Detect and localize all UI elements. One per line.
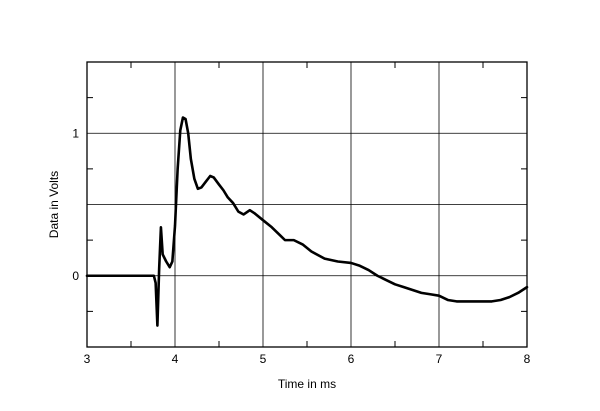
data-point	[204, 180, 207, 183]
data-point	[336, 260, 339, 263]
x-tick-label: 6	[348, 352, 355, 366]
data-point	[152, 274, 155, 277]
data-point	[209, 175, 212, 177]
data-point	[358, 264, 361, 267]
data-point	[171, 260, 174, 263]
data-point	[158, 267, 161, 270]
y-tick-labels: 01	[72, 126, 79, 283]
data-point	[270, 226, 273, 229]
data-point	[187, 132, 190, 135]
data-point	[161, 253, 164, 256]
x-tick-labels: 3 4 5 6 7 8	[84, 352, 531, 366]
y-tick-label: 1	[72, 126, 79, 140]
data-point	[420, 291, 423, 294]
data-point	[473, 300, 476, 303]
data-point	[253, 212, 256, 214]
data-point	[301, 243, 304, 246]
data-point	[237, 210, 240, 213]
data-point	[429, 293, 432, 296]
data-point	[156, 324, 159, 327]
data-point	[226, 196, 229, 199]
data-point	[176, 167, 179, 170]
data-point	[482, 300, 484, 303]
data-point	[130, 274, 132, 277]
grid	[87, 62, 527, 347]
data-point	[160, 226, 162, 229]
data-point	[499, 299, 502, 301]
data-point	[154, 281, 157, 284]
data-point	[182, 116, 184, 119]
data-point	[367, 269, 370, 271]
data-point	[508, 296, 511, 299]
data-point	[222, 189, 225, 192]
data-point	[193, 177, 196, 180]
data-point	[402, 286, 405, 289]
data-point	[464, 300, 467, 303]
series-points	[86, 116, 528, 327]
data-point	[248, 209, 251, 212]
x-tick-label: 8	[524, 352, 531, 366]
data-point	[438, 294, 440, 297]
data-point	[376, 274, 379, 277]
data-point	[323, 257, 326, 260]
data-point	[200, 186, 203, 189]
x-tick-label: 3	[84, 352, 91, 366]
data-point	[350, 262, 352, 264]
data-point	[174, 224, 176, 227]
data-point	[165, 260, 168, 263]
data-point	[86, 274, 88, 277]
data-point	[385, 279, 388, 281]
data-point	[284, 239, 286, 242]
data-point	[517, 291, 520, 294]
data-point	[310, 250, 313, 253]
series-line	[85, 116, 529, 327]
x-tick-label: 5	[260, 352, 267, 366]
data-point	[292, 239, 295, 242]
data-point	[189, 158, 192, 160]
data-point	[279, 234, 282, 237]
x-tick-label: 4	[172, 352, 179, 366]
data-point	[184, 118, 187, 120]
data-point	[446, 299, 449, 301]
plot-frame	[86, 61, 528, 348]
data-point	[232, 202, 234, 204]
y-axis-title: Data in Volts	[47, 171, 61, 238]
data-point	[168, 266, 171, 269]
data-point	[455, 300, 458, 303]
data-point	[490, 300, 493, 303]
data-point	[394, 283, 396, 286]
data-point	[179, 129, 182, 132]
data-point	[218, 183, 220, 186]
data-point	[212, 176, 215, 179]
data-point	[262, 219, 264, 222]
x-axis-title: Time in ms	[278, 377, 336, 391]
data-point	[526, 286, 528, 289]
y-tick-label: 0	[72, 269, 79, 283]
tick-marks	[87, 62, 527, 347]
data-point	[411, 289, 414, 291]
data-point	[196, 187, 199, 190]
data-point	[242, 213, 245, 216]
x-tick-label: 7	[436, 352, 443, 366]
